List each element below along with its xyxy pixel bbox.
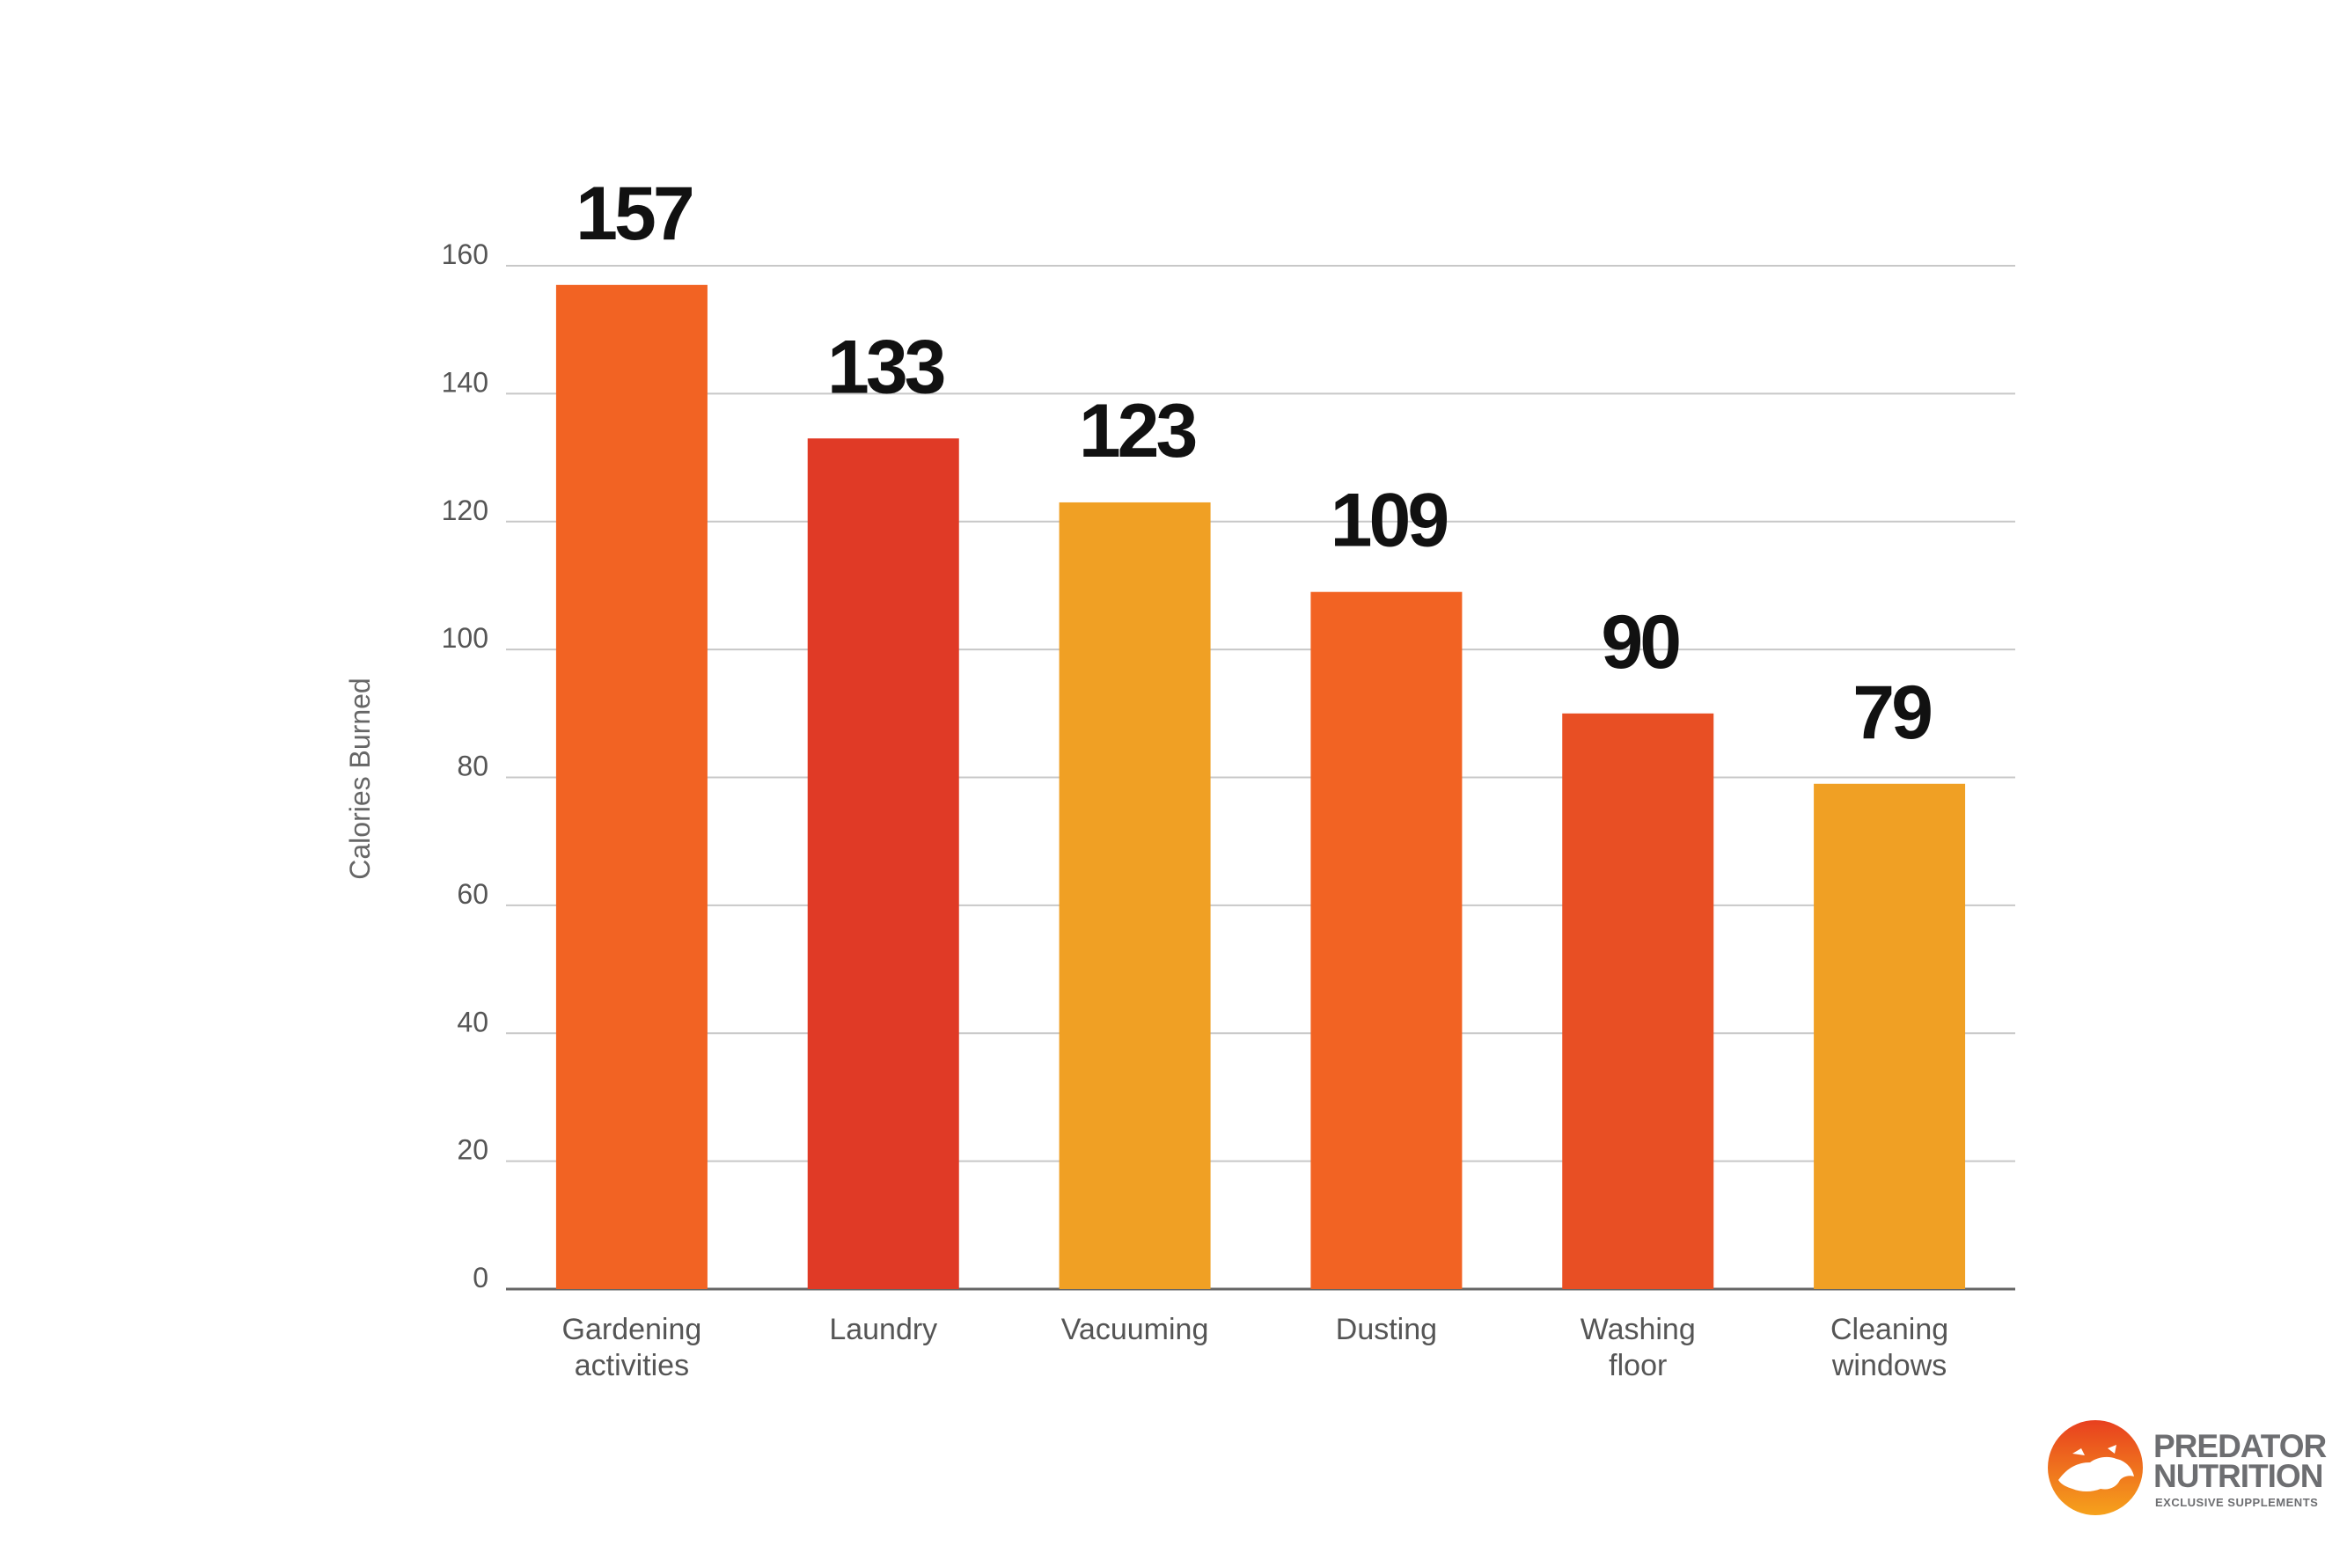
data-label: 133 [827,325,944,409]
bar [555,284,708,1289]
data-label: 123 [1079,389,1196,473]
data-label: 90 [1601,600,1679,685]
value-labels: 157 133 123 109 90 79 [576,172,1934,755]
y-tick-label: 100 [442,622,488,654]
y-tick-label: 140 [442,366,488,398]
x-tick-label: Vacuuming [1061,1313,1209,1346]
logo-tagline: EXCLUSIVE SUPPLEMENTS [2155,1496,2319,1509]
y-axis-title: Calories Burned [344,678,376,879]
bars [555,284,1966,1290]
bar [1562,713,1714,1289]
data-label: 157 [576,172,693,256]
y-tick-label: 20 [457,1134,488,1166]
bar [1310,591,1463,1289]
y-tick-label: 60 [457,878,488,910]
x-tick-label: Cleaning windows [1830,1313,1948,1382]
bar [1814,783,1966,1289]
y-tick-label: 160 [442,238,488,270]
y-axis-ticks: 0 20 40 60 80 100 120 140 160 [442,238,488,1293]
bar [807,438,959,1290]
data-label: 79 [1852,670,1931,755]
x-tick-label: Laundry [829,1313,937,1346]
y-tick-label: 40 [457,1006,488,1037]
y-tick-label: 0 [473,1262,488,1293]
gridlines [506,265,2015,1291]
predator-logo-icon [2048,1420,2143,1515]
logo-text-line1: PREDATOR [2153,1428,2327,1464]
bar [1059,502,1211,1289]
brand-logo: PREDATOR NUTRITION EXCLUSIVE SUPPLEMENTS [2046,1418,2328,1520]
y-tick-label: 80 [457,751,488,782]
data-label: 109 [1331,479,1448,563]
y-tick-label: 120 [442,495,488,526]
x-tick-label: Washing floor [1581,1313,1696,1382]
x-axis-categories: Gardening activities Laundry Vacuuming Dusti… [562,1313,1949,1382]
x-tick-label: Gardening activities [562,1313,702,1382]
x-tick-label: Dusting [1336,1313,1437,1346]
logo-text-line2: NUTRITION [2153,1458,2323,1494]
